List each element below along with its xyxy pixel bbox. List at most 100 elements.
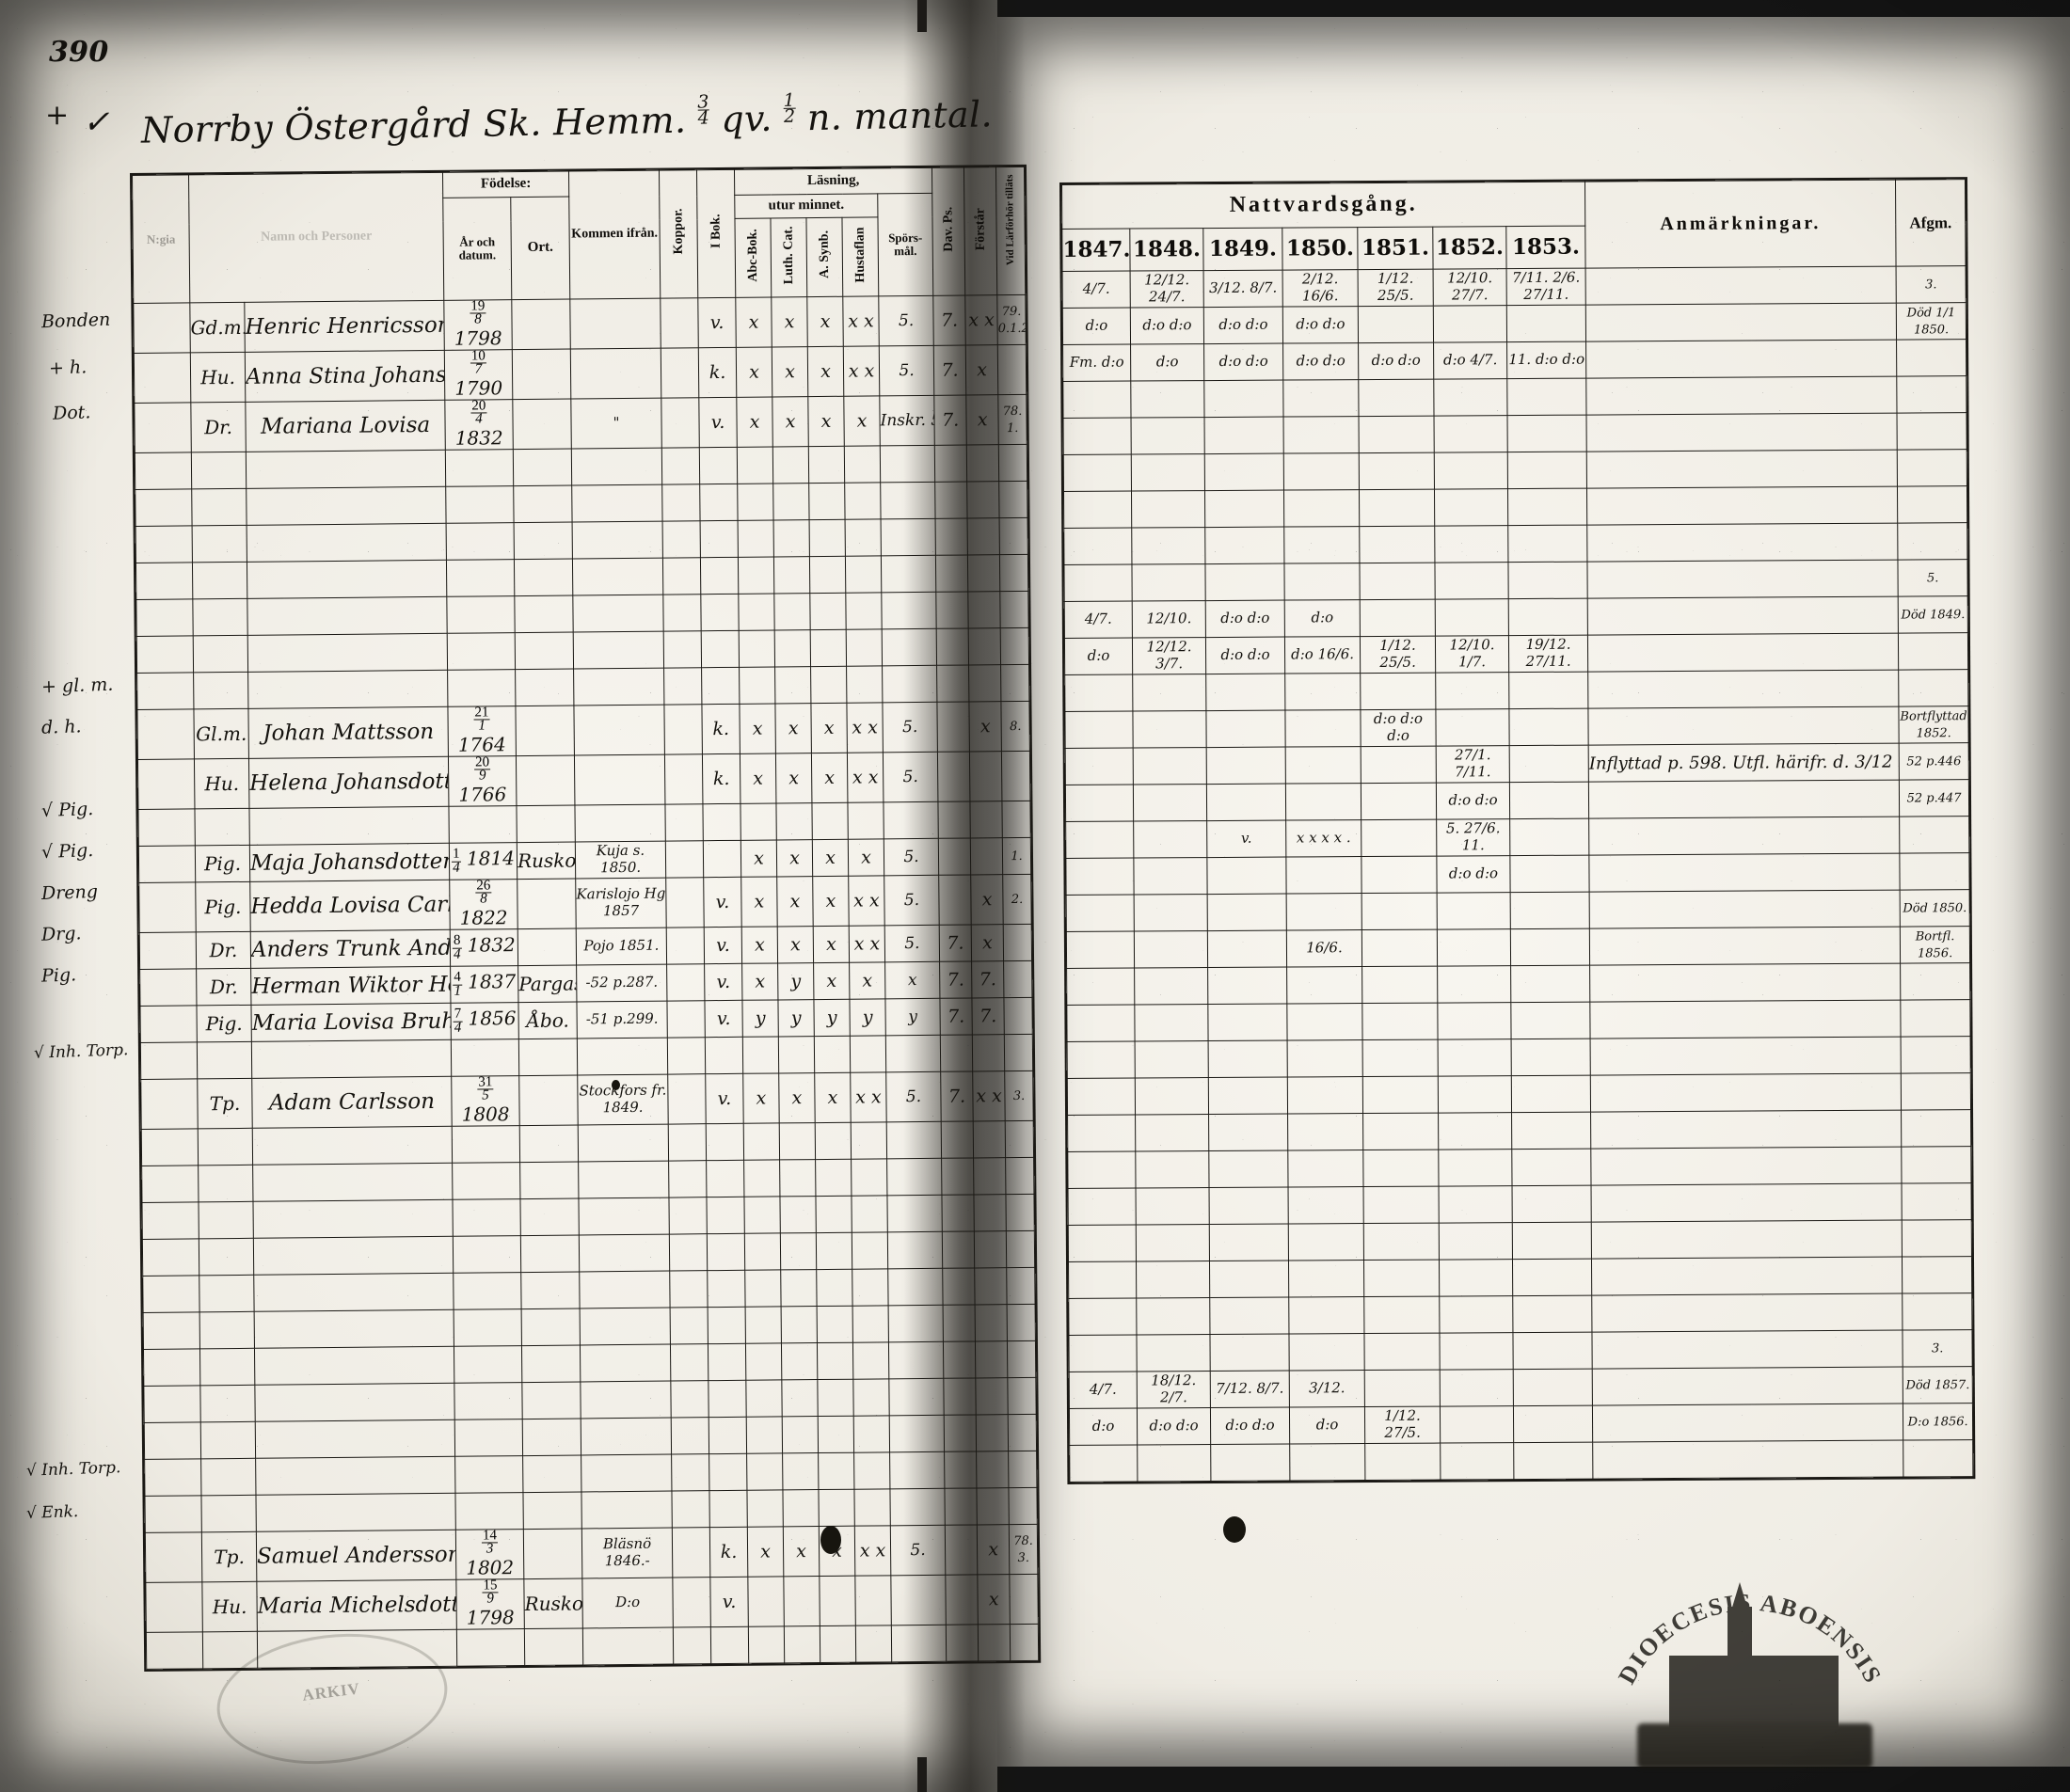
cell-row-number: [137, 808, 196, 847]
cell-forstar: x: [977, 1574, 1011, 1625]
cell-admitted: [1005, 1157, 1035, 1195]
cell-sporsmal-text: 5.: [910, 1540, 926, 1560]
cell-smallpox: [661, 484, 701, 521]
cell-admitted: [1005, 1120, 1034, 1158]
cell-smallpox: [672, 1527, 710, 1578]
cell-status: Hu.: [194, 758, 249, 809]
cell-sporsmal-text: 5.: [903, 847, 919, 866]
cell-luth-cat: x: [777, 926, 814, 963]
cell-in-book-text: v.: [722, 1591, 737, 1612]
cell-a-synb: [815, 1195, 852, 1233]
cell-forstar: [974, 1230, 1007, 1268]
cell-person-name-text: Adam Carlsson: [268, 1088, 436, 1116]
cell-communion-1848: [1136, 1261, 1210, 1299]
cell-dav-ps: [938, 874, 972, 926]
cell-remarks: [1586, 450, 1898, 489]
cell-in-book: v.: [698, 397, 738, 448]
cell-communion-1849: [1204, 527, 1284, 564]
cell-forstar: x x: [964, 294, 998, 345]
cell-departed: Död 1857.: [1903, 1366, 1973, 1404]
cell-a-synb: x: [811, 752, 848, 803]
communion-entry-text: 3/12.: [1309, 1379, 1346, 1397]
communion-entry-text: d:o: [1311, 609, 1334, 626]
cell-moved-from: [581, 1417, 672, 1455]
cell-admitted: [1006, 1194, 1035, 1231]
cell-dav-ps: 7.: [933, 344, 966, 396]
cell-status: Hu.: [201, 1581, 258, 1632]
cell-forstar-text: x x: [968, 309, 995, 331]
cell-row-number: [137, 758, 195, 810]
cell-communion-1850: d:o: [1289, 1406, 1365, 1445]
cell-remarks: [1587, 633, 1899, 673]
cell-in-book: [703, 840, 741, 878]
margin-note-maid2: √ Pig.: [40, 840, 94, 863]
cell-hustaflan: [851, 1158, 887, 1196]
cell-communion-1852: [1439, 1185, 1513, 1224]
table-row: [1067, 1146, 1972, 1189]
cell-admitted: [998, 481, 1028, 518]
cell-remarks: [1587, 670, 1900, 709]
table-row: Pig. Hedda Lovisa Carlsdotter 26 8 1822 Kari…: [138, 874, 1032, 933]
cell-remarks: [1585, 376, 1898, 416]
communion-entry-text: 18/12. 2/7.: [1151, 1372, 1197, 1406]
cell-a-synb: [819, 1575, 856, 1626]
cell-person-name: [253, 1236, 454, 1276]
cell-communion-1847: [1063, 528, 1132, 565]
diocese-stamp: DIOECESIS ABOENSIS: [1600, 1573, 1901, 1770]
cell-row-number: [135, 562, 193, 600]
cell-departed: [1903, 1439, 1974, 1478]
cell-person-name: [247, 523, 447, 563]
cell-person-name-text: Samuel Andersson: [256, 1542, 456, 1569]
cell-in-book: v.: [709, 1577, 749, 1627]
cell-in-book: v.: [704, 1000, 743, 1038]
table-row: 3.: [1068, 1329, 1973, 1372]
cell-a-synb: [808, 445, 845, 484]
cell-admitted: [1007, 1340, 1036, 1378]
cell-communion-1852: [1434, 562, 1509, 600]
cell-communion-1850: [1288, 1260, 1364, 1298]
cell-row-number: [138, 881, 197, 933]
cell-communion-1849: [1206, 784, 1286, 821]
cell-smallpox: [665, 840, 704, 878]
cell-communion-1852: [1434, 488, 1508, 527]
cell-communion-1852: 27/1. 7/11.: [1436, 745, 1510, 784]
cell-communion-1851: [1362, 1039, 1439, 1077]
cell-person-name: Johan Mattsson: [247, 706, 449, 759]
cell-a-synb: x: [814, 1071, 852, 1123]
table-row: [1064, 669, 1968, 712]
cell-status: [191, 488, 247, 526]
cell-hustaflan: x x: [848, 875, 885, 926]
birth-day-month-fraction: 15 9: [482, 1578, 499, 1607]
communion-entry-text: v.: [1240, 829, 1252, 847]
cell-a-synb: x: [813, 961, 850, 1000]
cell-sporsmal: [880, 482, 936, 519]
birth-day-month-fraction: 20 4: [470, 399, 487, 427]
cell-birth-place-text: Rusko.: [524, 1592, 583, 1615]
cell-communion-1849: [1207, 1004, 1288, 1041]
cell-luth-cat: [772, 446, 809, 484]
cell-hustaflan: [853, 1488, 891, 1526]
cell-in-book: [701, 667, 740, 705]
cell-birth-place: [519, 1197, 580, 1236]
cell-row-number: [134, 402, 192, 453]
cell-communion-1850: [1282, 379, 1360, 418]
cell-forstar: [967, 554, 1000, 592]
cell-person-name: [253, 1273, 454, 1312]
cell-departed: [1897, 522, 1968, 561]
cell-departed: [1900, 999, 1971, 1038]
cell-in-book: [710, 1626, 749, 1664]
cell-a-synb: [815, 1158, 852, 1197]
cell-communion-1851: d:o d:o d:o: [1360, 709, 1437, 747]
margin-note-farmhand2: Drg.: [40, 923, 82, 945]
cell-admitted-text: 78. 1.: [1002, 404, 1023, 436]
th-birth-place: Ort.: [510, 197, 570, 300]
cell-dav-ps: [937, 751, 971, 802]
cell-birth-date: [447, 669, 516, 707]
birth-day-month-fraction: 20 9: [473, 755, 491, 784]
cell-hustaflan-text: x x: [855, 1086, 882, 1108]
cell-forstar: x: [968, 701, 1002, 752]
cell-dav-ps: [941, 1157, 975, 1196]
cell-birth-date: 31 5 1808: [451, 1075, 520, 1127]
cell-forstar: [975, 1377, 1009, 1415]
